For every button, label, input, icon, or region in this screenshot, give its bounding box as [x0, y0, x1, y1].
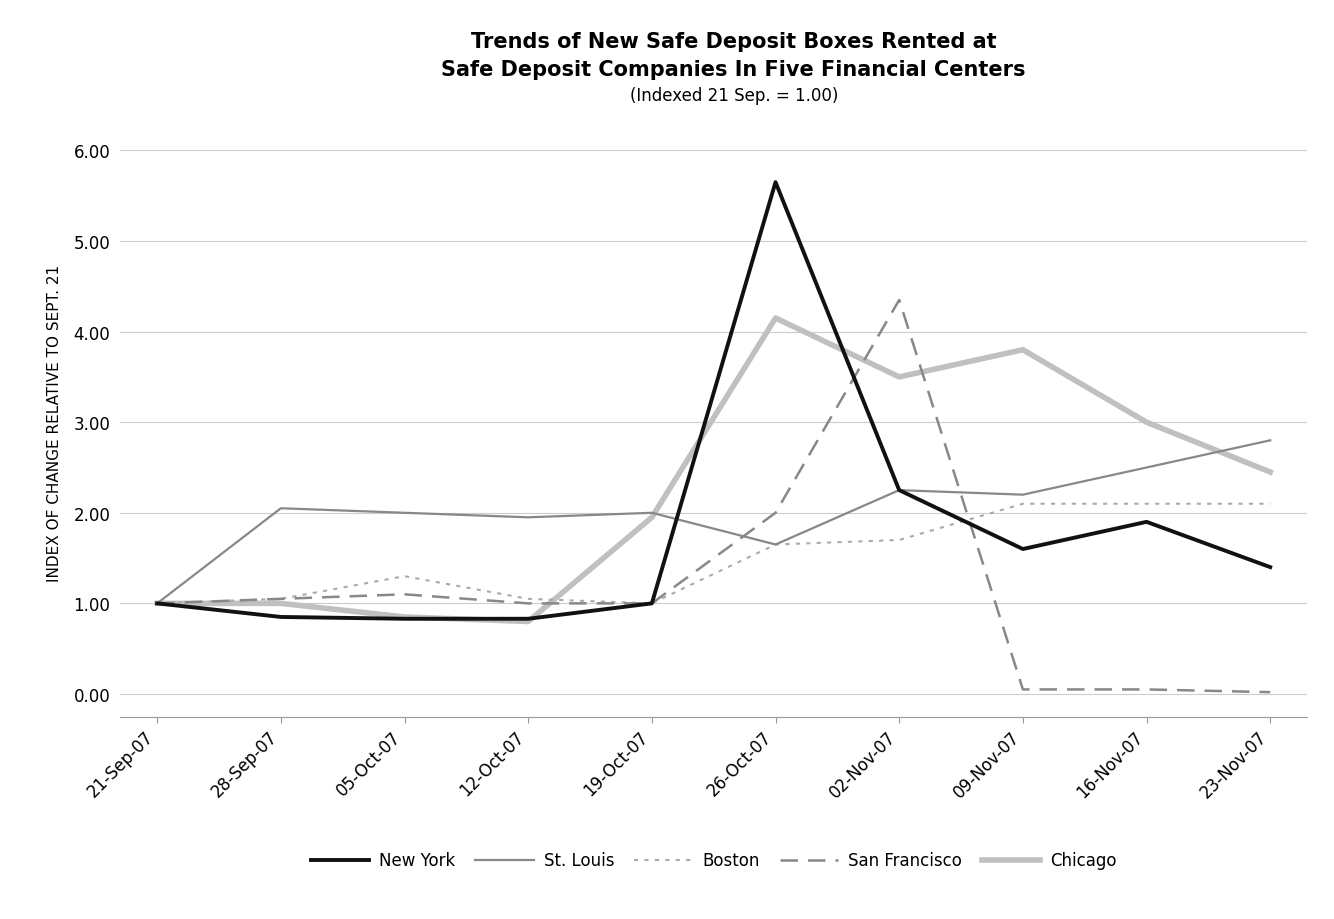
Text: (Indexed 21 Sep. = 1.00): (Indexed 21 Sep. = 1.00): [630, 87, 838, 106]
Text: Safe Deposit Companies In Five Financial Centers: Safe Deposit Companies In Five Financial…: [442, 60, 1026, 80]
Y-axis label: INDEX OF CHANGE RELATIVE TO SEPT. 21: INDEX OF CHANGE RELATIVE TO SEPT. 21: [47, 265, 63, 581]
Text: Trends of New Safe Deposit Boxes Rented at: Trends of New Safe Deposit Boxes Rented …: [471, 32, 996, 52]
Legend: New York, St. Louis, Boston, San Francisco, Chicago: New York, St. Louis, Boston, San Francis…: [304, 845, 1123, 876]
